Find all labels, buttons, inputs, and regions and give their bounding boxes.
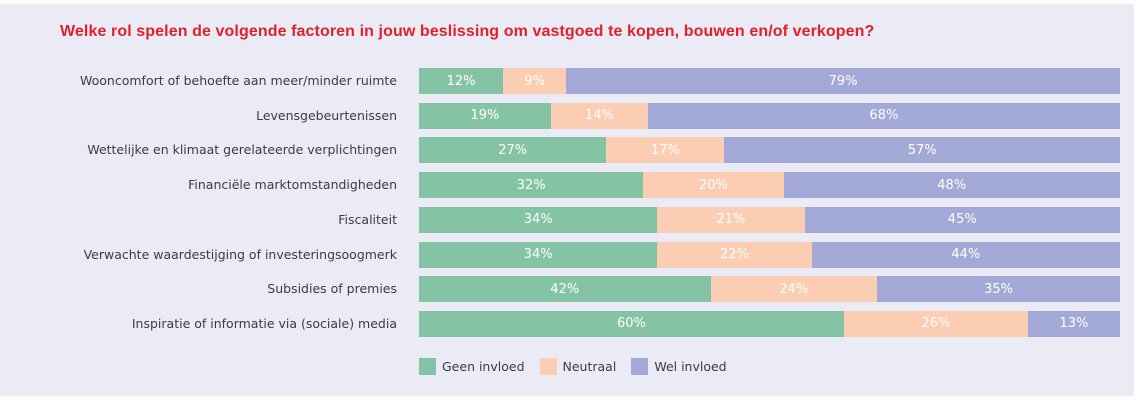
bar-segment-neutraal: 14% (550, 102, 649, 129)
data-label: 21% (716, 212, 746, 228)
legend-swatch (539, 358, 557, 375)
data-label: 44% (951, 247, 981, 262)
data-label: 9% (524, 73, 545, 89)
stacked-bar: 32% 20% 48% (419, 172, 1120, 199)
legend-item-wel-invloed: Wel invloed (631, 358, 727, 375)
bar-segment-geen-invloed: 34% (419, 241, 658, 268)
bar-segment-wel-invloed: 13% (1027, 310, 1120, 337)
data-label: 20% (698, 177, 728, 193)
legend-label: Geen invloed (442, 359, 525, 374)
stacked-bar: 34% 22% 44% (419, 241, 1120, 268)
data-label: 24% (779, 281, 809, 297)
bar-segment-neutraal: 21% (657, 206, 805, 233)
data-label: 22% (719, 247, 749, 262)
bar-segment-wel-invloed: 68% (648, 102, 1120, 129)
chart-panel: Welke rol spelen de volgende factoren in… (0, 4, 1134, 396)
bar-segment-geen-invloed: 19% (419, 102, 551, 129)
legend-swatch (419, 358, 436, 375)
data-label: 42% (550, 281, 580, 297)
data-label: 34% (523, 247, 553, 262)
data-label: 57% (907, 142, 937, 158)
bar-segment-neutraal: 20% (643, 172, 784, 199)
bar-segment-geen-invloed: 60% (419, 310, 844, 337)
data-label: 68% (869, 108, 899, 124)
legend-label: Neutraal (562, 359, 617, 374)
data-label: 17% (650, 142, 680, 158)
bar-segment-neutraal: 22% (657, 241, 812, 268)
bar-segment-neutraal: 24% (710, 276, 878, 303)
data-label: 13% (1059, 316, 1089, 332)
bar-segment-geen-invloed: 12% (419, 68, 504, 94)
legend: Geen invloed Neutraal Wel invloed (419, 358, 742, 375)
legend-label: Wel invloed (654, 359, 727, 374)
bar-segment-geen-invloed: 34% (419, 206, 658, 233)
category-label: Subsidies of premies (267, 281, 397, 297)
stacked-bar: 60% 26% 13% (419, 310, 1120, 337)
legend-item-geen-invloed: Geen invloed (419, 358, 525, 375)
data-label: 12% (446, 73, 476, 89)
bar-segment-neutraal: 26% (843, 310, 1028, 337)
category-label: Levensgebeurtenissen (256, 107, 397, 123)
stacked-bar: 19% 14% 68% (419, 102, 1120, 129)
bar-segment-wel-invloed: 57% (724, 137, 1120, 164)
bar-segment-neutraal: 9% (503, 68, 567, 94)
category-label: Wettelijke en klimaat gerelateerde verpl… (87, 142, 397, 158)
chart-title: Welke rol spelen de volgende factoren in… (60, 23, 875, 40)
data-label: 48% (937, 177, 967, 193)
data-label: 27% (498, 142, 528, 158)
category-label: Financiële marktomstandigheden (188, 177, 397, 193)
stacked-bar: 27% 17% 57% (419, 137, 1120, 164)
bar-segment-wel-invloed: 45% (804, 206, 1120, 233)
stacked-bar: 42% 24% 35% (419, 276, 1120, 303)
data-label: 79% (828, 73, 858, 89)
category-label: Fiscaliteit (338, 211, 397, 227)
bar-segment-wel-invloed: 35% (877, 276, 1120, 303)
data-label: 19% (470, 108, 500, 124)
data-label: 14% (584, 108, 614, 124)
category-label: Wooncomfort of behoefte aan meer/minder … (80, 73, 397, 88)
stacked-bar: 34% 21% 45% (419, 206, 1120, 233)
category-label: Inspiratie of informatie via (sociale) m… (131, 315, 397, 331)
bar-segment-geen-invloed: 27% (419, 137, 607, 164)
data-label: 26% (921, 316, 951, 332)
bar-segment-wel-invloed: 44% (811, 241, 1120, 268)
bar-segment-geen-invloed: 42% (419, 276, 711, 303)
data-label: 35% (984, 281, 1013, 297)
bar-segment-neutraal: 17% (606, 137, 725, 164)
data-label: 34% (523, 212, 553, 228)
data-label: 60% (616, 316, 646, 332)
category-label: Verwachte waardestijging of investerings… (83, 246, 397, 262)
bar-segment-wel-invloed: 79% (566, 68, 1120, 94)
stacked-bar: 12% 9% 79% (419, 68, 1120, 94)
legend-item-neutraal: Neutraal (539, 358, 617, 375)
bar-segment-wel-invloed: 48% (783, 172, 1120, 199)
bar-segment-geen-invloed: 32% (419, 172, 644, 199)
data-label: 32% (516, 177, 546, 193)
data-label: 45% (947, 212, 977, 228)
legend-swatch (631, 358, 649, 375)
